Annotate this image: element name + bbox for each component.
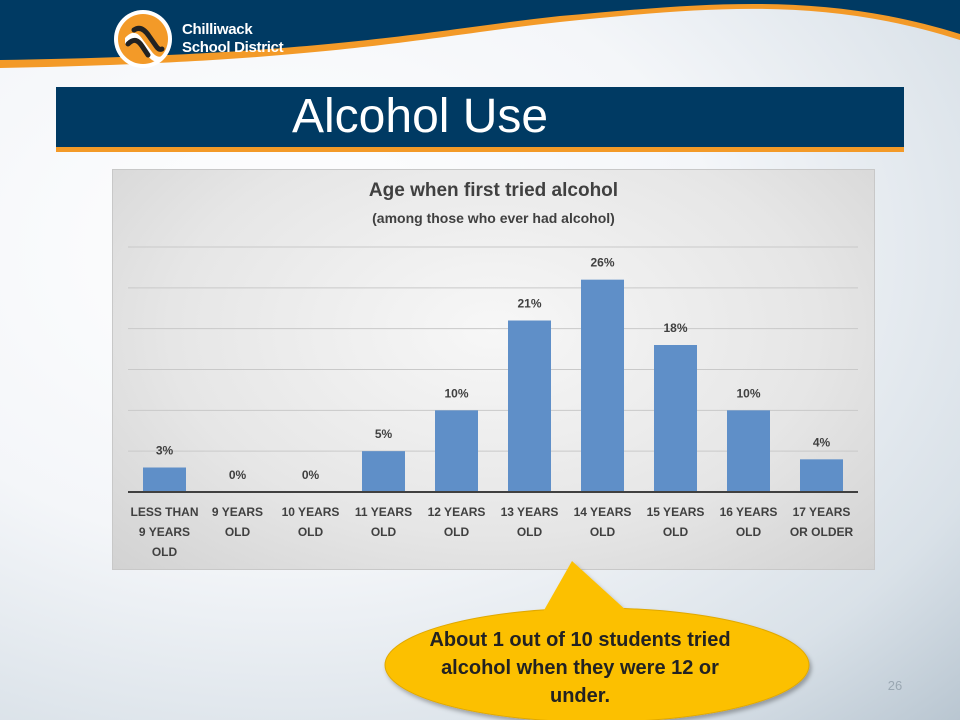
category-label: OLD bbox=[590, 525, 616, 539]
bar bbox=[508, 320, 551, 492]
logo-line-2: School District bbox=[182, 39, 284, 56]
data-label: 5% bbox=[375, 427, 393, 441]
data-label: 21% bbox=[517, 297, 541, 311]
data-label: 10% bbox=[444, 386, 468, 400]
category-label: OLD bbox=[444, 525, 470, 539]
category-label: OLD bbox=[152, 545, 178, 559]
bar bbox=[654, 345, 697, 492]
data-label: 0% bbox=[302, 468, 320, 482]
data-label: 3% bbox=[156, 444, 174, 458]
category-label: OR OLDER bbox=[790, 525, 854, 539]
logo-text: Chilliwack School District bbox=[182, 21, 284, 57]
logo-mark-icon bbox=[114, 10, 172, 68]
category-label: 16 YEARS bbox=[720, 505, 778, 519]
bar bbox=[143, 467, 186, 492]
page-number: 26 bbox=[887, 678, 903, 693]
category-label: LESS THAN bbox=[130, 505, 198, 519]
callout-text: About 1 out of 10 students tried alcohol… bbox=[429, 629, 731, 707]
category-label: OLD bbox=[736, 525, 762, 539]
logo-line-1: Chilliwack bbox=[182, 21, 253, 38]
category-label: 14 YEARS bbox=[574, 505, 632, 519]
chart-subtitle: (among those who ever had alcohol) bbox=[372, 210, 615, 226]
category-label: 11 YEARS bbox=[355, 505, 412, 519]
title-bar: Alcohol Use bbox=[56, 87, 904, 152]
category-label: 9 YEARS bbox=[212, 505, 263, 519]
bar bbox=[800, 459, 843, 492]
category-label: 9 YEARS bbox=[139, 525, 190, 539]
bar bbox=[727, 410, 770, 492]
category-label: OLD bbox=[225, 525, 251, 539]
slide-title: Alcohol Use bbox=[292, 90, 549, 143]
category-label: OLD bbox=[298, 525, 324, 539]
category-label: 13 YEARS bbox=[501, 505, 559, 519]
header-wave bbox=[0, 0, 960, 68]
category-label: OLD bbox=[517, 525, 543, 539]
bar bbox=[362, 451, 405, 492]
category-label: 17 YEARS bbox=[793, 505, 851, 519]
category-label: OLD bbox=[371, 525, 397, 539]
bar bbox=[435, 410, 478, 492]
chart-panel: Age when first tried alcohol (among thos… bbox=[112, 169, 875, 570]
district-logo: Chilliwack School District bbox=[112, 8, 292, 70]
category-label: 15 YEARS bbox=[647, 505, 705, 519]
category-label: OLD bbox=[663, 525, 689, 539]
chart-title: Age when first tried alcohol bbox=[368, 180, 619, 201]
data-label: 26% bbox=[590, 256, 614, 270]
category-label: 10 YEARS bbox=[282, 505, 340, 519]
category-label: 12 YEARS bbox=[428, 505, 486, 519]
bar-chart: 3% LESS THAN 9 YEARS OLD 0% 9 YEARS OLD 0% 10 YE… bbox=[128, 246, 858, 559]
data-label: 4% bbox=[813, 435, 831, 449]
data-label: 18% bbox=[663, 321, 687, 335]
bar bbox=[581, 279, 624, 492]
data-label: 0% bbox=[229, 468, 247, 482]
data-label: 10% bbox=[736, 386, 760, 400]
